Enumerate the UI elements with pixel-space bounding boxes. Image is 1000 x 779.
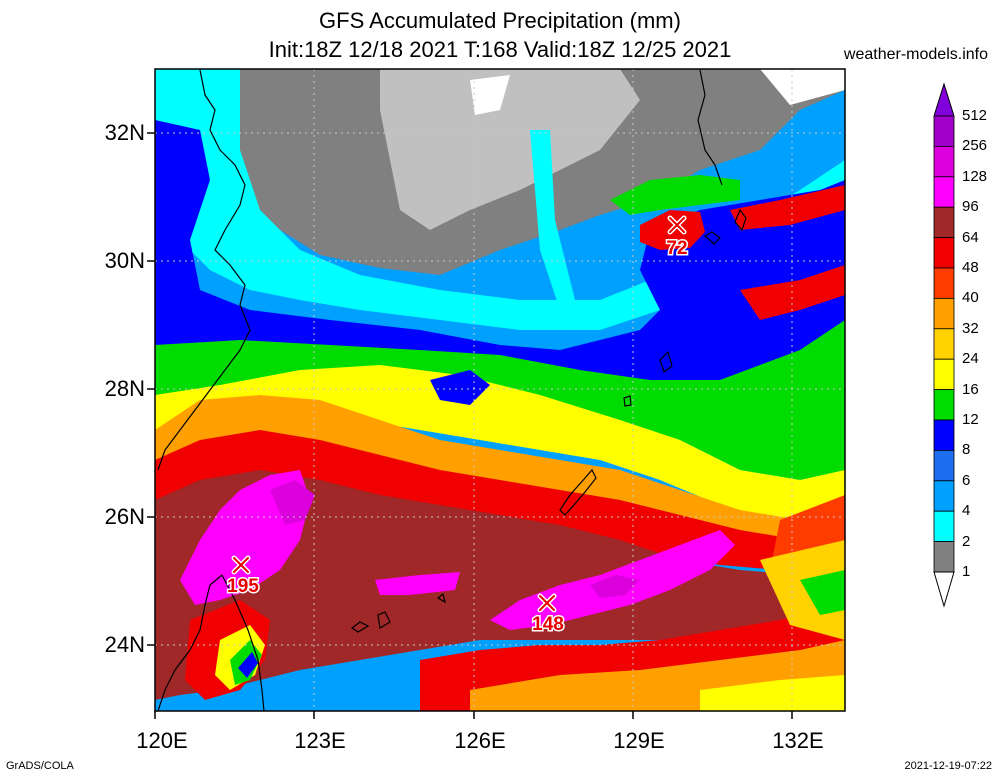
axis-ticks — [147, 132, 793, 719]
lon-label-120e: 120E — [136, 728, 188, 753]
legend-arrow-top — [933, 82, 955, 117]
legend-label: 16 — [962, 380, 979, 398]
legend-label: 48 — [962, 259, 979, 276]
legend-swatch — [933, 145, 955, 178]
legend-label: 6 — [962, 471, 971, 489]
legend-swatch — [933, 480, 955, 512]
legend-swatch — [933, 115, 955, 147]
max-marker-148 — [537, 593, 557, 613]
lat-label-32n: 32N — [104, 120, 145, 145]
legend-swatch — [933, 389, 955, 421]
lon-label-123e: 123E — [294, 728, 346, 753]
legend-label: 24 — [962, 350, 979, 368]
legend-label: 96 — [962, 198, 979, 216]
footer-timestamp: 2021-12-19-07:22 — [904, 760, 992, 772]
max-value-195: 195 — [227, 576, 259, 597]
coastlines — [157, 69, 747, 712]
lat-label-26n: 26N — [104, 504, 145, 529]
legend-label: 32 — [962, 319, 979, 337]
precip-field — [155, 69, 845, 711]
legend-swatch — [933, 206, 955, 238]
max-marker-195 — [231, 555, 251, 575]
legend-label: 2 — [962, 532, 971, 550]
lat-label-24n: 24N — [104, 632, 145, 657]
legend-label: 128 — [962, 167, 988, 185]
lat-label-30n: 30N — [104, 248, 145, 273]
legend-swatch — [933, 419, 955, 451]
max-value-148: 148 — [532, 614, 564, 635]
legend-label: 12 — [962, 411, 979, 428]
legend-swatch — [933, 510, 955, 543]
legend-swatch — [933, 328, 955, 360]
chart-subtitle: Init:18Z 12/18 2021 T:168 Valid:18Z 12/2… — [268, 37, 732, 62]
legend-arrow-bottom — [933, 571, 955, 608]
color-legend — [933, 82, 955, 608]
legend-label: 4 — [962, 502, 971, 520]
legend-label: 512 — [962, 107, 988, 124]
legend-label: 64 — [962, 228, 979, 246]
map-frame — [154, 68, 846, 712]
legend-label: 1 — [962, 563, 971, 580]
graticule — [155, 69, 845, 711]
legend-label: 40 — [962, 289, 979, 307]
lat-label-28n: 28N — [104, 376, 145, 401]
legend-swatch — [933, 297, 955, 330]
legend-swatch — [933, 237, 955, 269]
legend-label: 8 — [962, 441, 971, 459]
max-value-72: 72 — [666, 238, 687, 259]
lon-label-132e: 132E — [772, 728, 824, 753]
footer-software: GrADS/COLA — [6, 760, 74, 772]
lon-label-126e: 126E — [454, 728, 506, 753]
source-label: weather-models.info — [843, 46, 988, 63]
legend-swatch — [933, 176, 955, 208]
chart-title: GFS Accumulated Precipitation (mm) — [319, 8, 681, 33]
max-marker-72 — [667, 215, 687, 235]
legend-swatch — [933, 358, 955, 391]
legend-swatch — [933, 541, 955, 573]
lon-label-129e: 129E — [613, 728, 665, 753]
legend-swatch — [933, 267, 955, 299]
legend-label: 256 — [962, 137, 988, 155]
legend-swatch — [933, 449, 955, 482]
